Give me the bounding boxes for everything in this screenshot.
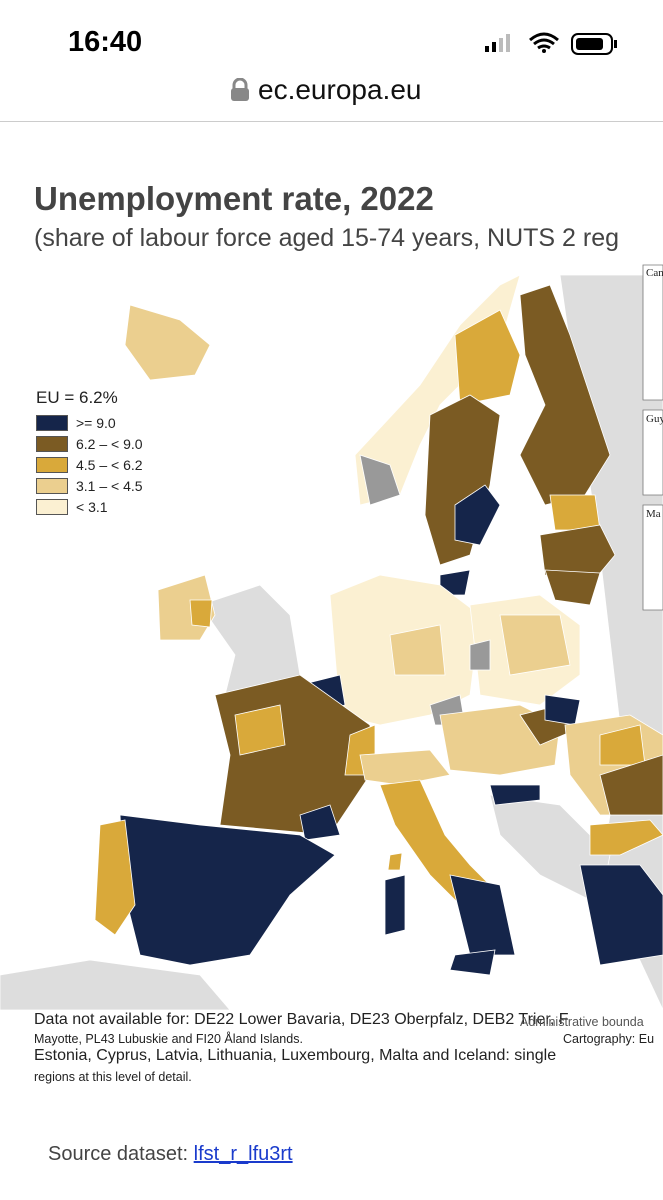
legend-items: >= 9.0 6.2 – < 9.0 4.5 – < 6.2 3.1 – < 4.5 <… (36, 412, 143, 517)
legend-swatch (36, 435, 68, 452)
source: Source dataset: lfst_r_lfu3rt (48, 1143, 293, 1166)
legend-label: 4.5 – < 6.2 (76, 456, 143, 473)
legend-label: 3.1 – < 4.5 (76, 477, 143, 494)
legend-label: >= 9.0 (76, 414, 116, 431)
legend-swatch (36, 414, 68, 431)
note: Administrative bounda (520, 1015, 644, 1029)
legend-heading: EU = 6.2% (36, 388, 118, 407)
legend-swatch (36, 498, 68, 515)
note: Estonia, Cyprus, Latvia, Lithuania, Luxe… (34, 1047, 557, 1064)
source-link[interactable]: lfst_r_lfu3rt (193, 1143, 293, 1165)
map-subtitle: (share of labour force aged 15-74 years,… (34, 224, 620, 252)
inset-label: Guy (646, 413, 663, 425)
legend-swatch (36, 456, 68, 473)
inset-label: Can (646, 267, 663, 279)
note: Data not available for: DE22 Lower Bavar… (34, 1011, 569, 1028)
legend-item: 4.5 – < 6.2 (36, 454, 143, 475)
lock-icon (231, 78, 249, 101)
legend-item: >= 9.0 (36, 412, 143, 433)
legend-item: < 3.1 (36, 496, 143, 517)
legend-label: < 3.1 (76, 498, 108, 515)
map (0, 264, 663, 1010)
legend-item: 3.1 – < 4.5 (36, 475, 143, 496)
url[interactable]: ec.europa.eu (258, 74, 422, 105)
legend: EU = 6.2% >= 9.0 6.2 – < 9.0 4.5 – < 6.2 3.… (36, 388, 143, 517)
status-time: 16:40 (68, 26, 143, 58)
legend-swatch (36, 477, 68, 494)
inset-label: Ma (646, 508, 661, 520)
separator (0, 121, 663, 122)
source-label: Source dataset: (48, 1143, 189, 1165)
legend-label: 6.2 – < 9.0 (76, 435, 143, 452)
note: Mayotte, PL43 Lubuskie and FI20 Åland Is… (34, 1032, 303, 1046)
note: Cartography: Eu (563, 1032, 655, 1046)
map-title: Unemployment rate, 2022 (34, 180, 434, 217)
note: regions at this level of detail. (34, 1070, 192, 1084)
status-icons (485, 32, 617, 55)
legend-item: 6.2 – < 9.0 (36, 433, 143, 454)
